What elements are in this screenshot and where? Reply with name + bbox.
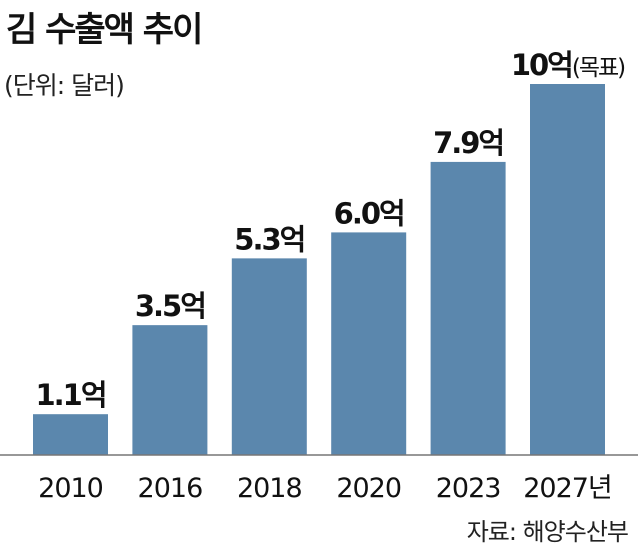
data-label-2027년: 10억(목표) xyxy=(511,48,624,82)
x-tick-2010: 2010 xyxy=(38,473,103,504)
bar-2020 xyxy=(331,232,407,455)
bar-2010 xyxy=(33,414,108,455)
data-label-2023: 7.9억 xyxy=(433,126,503,160)
data-label-2010: 1.1억 xyxy=(35,378,105,412)
bar-2018 xyxy=(231,258,307,455)
x-tick-2018: 2018 xyxy=(237,473,302,504)
bar-2023 xyxy=(430,161,506,455)
data-label-2018: 5.3억 xyxy=(234,222,304,256)
unit-note: (단위: 달러) xyxy=(4,71,125,100)
x-tick-2016: 2016 xyxy=(138,473,203,504)
x-tick-2023: 2023 xyxy=(436,473,501,504)
bar-2027년 xyxy=(530,84,605,455)
x-tick-2020: 2020 xyxy=(336,473,401,504)
x-tick-2027년: 2027년 xyxy=(523,473,612,504)
bar-2016 xyxy=(132,325,208,455)
source-note: 자료: 해양수산부 xyxy=(466,518,629,546)
data-label-2020: 6.0억 xyxy=(334,196,404,230)
chart-title: 김 수출액 추이 xyxy=(6,10,203,50)
data-label-2016: 3.5억 xyxy=(135,289,205,323)
